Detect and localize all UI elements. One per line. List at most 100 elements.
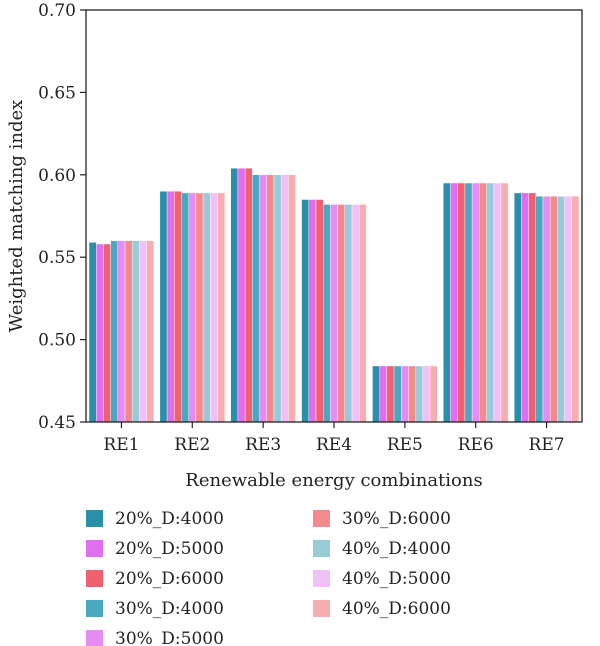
legend-label: 30%_D:4000 [115,599,224,619]
legend-item: 40%_D:6000 [313,599,451,619]
y-tick-label: 0.55 [38,248,76,268]
x-tick-label: RE2 [174,435,210,455]
bar [288,174,296,423]
bar [450,182,458,423]
bar [415,365,424,423]
bar [464,182,473,423]
legend-swatch [313,540,330,557]
x-axis-label: Renewable energy combinations [185,470,482,491]
legend-item: 40%_D:5000 [313,569,451,589]
bar [401,365,409,423]
bar [230,168,239,423]
bar [252,174,260,423]
legend-swatch [86,570,103,587]
legend-label: 40%_D:4000 [342,539,451,559]
bar [266,174,275,423]
x-tick-label: RE6 [458,435,494,455]
bar [359,204,367,423]
bar [166,191,175,423]
bar [457,182,466,423]
bar [96,243,104,423]
bar [542,196,551,423]
bar [308,199,317,423]
bar [549,196,558,423]
bar [139,240,147,423]
bar [408,365,416,423]
y-axis: 0.45 0.50 0.55 0.60 0.65 0.70 [38,1,86,433]
bar [132,240,140,423]
bar [493,182,502,423]
bar [315,199,324,423]
legend-swatch [313,570,330,587]
bar [471,182,480,423]
legend-item: 40%_D:4000 [313,539,451,559]
legend-label: 20%_D:5000 [115,539,224,559]
bar [564,196,572,423]
bar [443,182,451,423]
bar [301,199,310,423]
legend-item: 30%_D:4000 [86,599,224,619]
bar [103,243,111,423]
legend-swatch [313,510,330,527]
bar [181,192,189,423]
bar [337,204,346,423]
y-axis-label: Weighted matching index [6,100,27,333]
bar [330,204,338,423]
legend-label: 20%_D:4000 [115,509,224,529]
bar [486,182,494,423]
legend-item: 30%_D:5000 [86,629,224,646]
x-axis: RE1 RE2 RE3 RE4 RE5 RE6 RE7 [103,422,565,455]
bar [393,365,402,423]
bar [210,192,218,423]
bar [513,192,522,423]
y-tick-label: 0.65 [38,83,76,103]
legend-label: 30%_D:5000 [115,629,224,646]
bar [217,192,225,423]
bar [117,240,126,423]
bar [479,182,487,423]
bar [280,174,289,423]
x-tick-label: RE4 [316,435,352,455]
bar [521,192,529,423]
legend-swatch [313,600,330,617]
legend-label: 40%_D:5000 [342,569,451,589]
legend-item: 20%_D:5000 [86,539,224,559]
bar [379,365,388,423]
y-tick-label: 0.50 [38,331,76,351]
bar [124,240,133,423]
bar [244,168,253,423]
legend-label: 40%_D:6000 [342,599,451,619]
bar [535,196,544,423]
bar [344,204,353,423]
legend-swatch [86,600,103,617]
y-tick-label: 0.60 [38,166,76,186]
bar [351,204,360,423]
bar [422,365,431,423]
bar [557,196,565,423]
bar [259,174,267,423]
legend-label: 30%_D:6000 [342,509,451,529]
bar [159,191,168,423]
bar [372,365,380,423]
bar [174,191,182,423]
bar [571,196,580,423]
bar [110,240,119,423]
legend: 20%_D:4000 20%_D:5000 20%_D:6000 30%_D:4000… [86,509,451,646]
bar [188,192,197,423]
x-tick-label: RE1 [103,435,139,455]
bars-group [88,168,580,423]
legend-item: 20%_D:6000 [86,569,224,589]
bar [237,168,246,423]
bar [528,192,536,423]
bar [386,365,395,423]
legend-item: 30%_D:6000 [313,509,451,529]
legend-swatch [86,540,103,557]
x-tick-label: RE3 [245,435,281,455]
y-tick-label: 0.70 [38,1,76,21]
bar [323,204,331,423]
x-tick-label: RE5 [387,435,423,455]
bar [429,365,438,423]
x-tick-label: RE7 [529,435,565,455]
legend-label: 20%_D:6000 [115,569,224,589]
